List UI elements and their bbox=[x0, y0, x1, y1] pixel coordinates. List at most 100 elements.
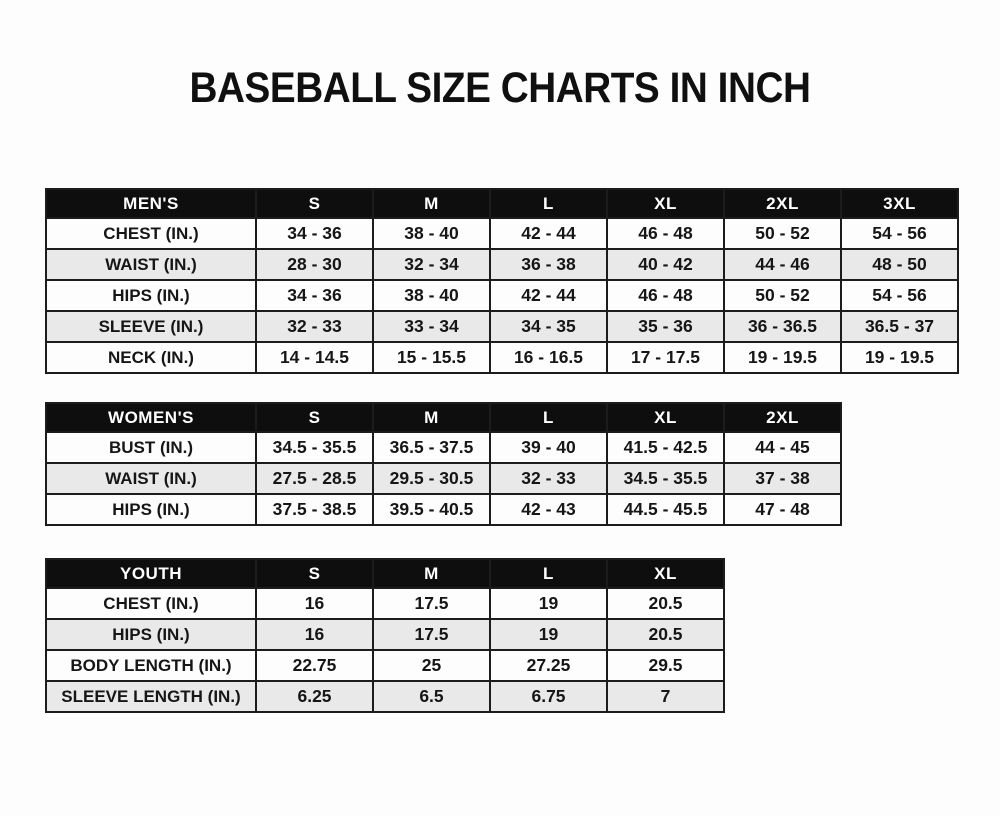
value-cell: 17.5 bbox=[372, 587, 491, 620]
value-cell: 27.5 - 28.5 bbox=[255, 462, 374, 495]
row-label-cell: SLEEVE (IN.) bbox=[45, 310, 257, 343]
value-cell: 40 - 42 bbox=[606, 248, 725, 281]
value-cell: 7 bbox=[606, 680, 725, 713]
row-label-cell: SLEEVE LENGTH (IN.) bbox=[45, 680, 257, 713]
value-cell: 20.5 bbox=[606, 618, 725, 651]
value-cell: 33 - 34 bbox=[372, 310, 491, 343]
header-row: MEN'S S M L XL 2XL 3XL bbox=[45, 188, 959, 219]
table-row: CHEST (IN.) 16 17.5 19 20.5 bbox=[45, 587, 725, 620]
table-title-cell: YOUTH bbox=[45, 558, 257, 589]
column-header-cell: M bbox=[372, 188, 491, 219]
value-cell: 34 - 36 bbox=[255, 279, 374, 312]
value-cell: 19 bbox=[489, 618, 608, 651]
value-cell: 46 - 48 bbox=[606, 217, 725, 250]
table-title-cell: WOMEN'S bbox=[45, 402, 257, 433]
column-header-cell: XL bbox=[606, 558, 725, 589]
value-cell: 6.5 bbox=[372, 680, 491, 713]
value-cell: 46 - 48 bbox=[606, 279, 725, 312]
value-cell: 39 - 40 bbox=[489, 431, 608, 464]
row-label-cell: BUST (IN.) bbox=[45, 431, 257, 464]
value-cell: 19 - 19.5 bbox=[840, 341, 959, 374]
page-title: BASEBALL SIZE CHARTS IN INCH bbox=[189, 64, 811, 112]
value-cell: 20.5 bbox=[606, 587, 725, 620]
table-row: CHEST (IN.) 34 - 36 38 - 40 42 - 44 46 - 48 5… bbox=[45, 217, 959, 250]
table-row: HIPS (IN.) 16 17.5 19 20.5 bbox=[45, 618, 725, 651]
row-label-cell: HIPS (IN.) bbox=[45, 279, 257, 312]
row-label-cell: HIPS (IN.) bbox=[45, 493, 257, 526]
table-row: BODY LENGTH (IN.) 22.75 25 27.25 29.5 bbox=[45, 649, 725, 682]
value-cell: 54 - 56 bbox=[840, 279, 959, 312]
value-cell: 42 - 43 bbox=[489, 493, 608, 526]
value-cell: 36.5 - 37 bbox=[840, 310, 959, 343]
column-header-cell: XL bbox=[606, 402, 725, 433]
table-row: WAIST (IN.) 28 - 30 32 - 34 36 - 38 40 - 42 4… bbox=[45, 248, 959, 281]
value-cell: 25 bbox=[372, 649, 491, 682]
value-cell: 16 bbox=[255, 618, 374, 651]
value-cell: 42 - 44 bbox=[489, 217, 608, 250]
value-cell: 54 - 56 bbox=[840, 217, 959, 250]
value-cell: 32 - 33 bbox=[489, 462, 608, 495]
row-label-cell: CHEST (IN.) bbox=[45, 587, 257, 620]
value-cell: 44 - 46 bbox=[723, 248, 842, 281]
value-cell: 16 bbox=[255, 587, 374, 620]
row-label-cell: NECK (IN.) bbox=[45, 341, 257, 374]
table-title-cell: MEN'S bbox=[45, 188, 257, 219]
table-row: HIPS (IN.) 34 - 36 38 - 40 42 - 44 46 - 48 50… bbox=[45, 279, 959, 312]
value-cell: 34 - 36 bbox=[255, 217, 374, 250]
column-header-cell: 3XL bbox=[840, 188, 959, 219]
row-label-cell: WAIST (IN.) bbox=[45, 248, 257, 281]
column-header-cell: S bbox=[255, 188, 374, 219]
value-cell: 19 bbox=[489, 587, 608, 620]
column-header-cell: L bbox=[489, 402, 608, 433]
value-cell: 36.5 - 37.5 bbox=[372, 431, 491, 464]
value-cell: 27.25 bbox=[489, 649, 608, 682]
value-cell: 17.5 bbox=[372, 618, 491, 651]
value-cell: 32 - 33 bbox=[255, 310, 374, 343]
value-cell: 6.75 bbox=[489, 680, 608, 713]
column-header-cell: 2XL bbox=[723, 188, 842, 219]
table-row: HIPS (IN.) 37.5 - 38.5 39.5 - 40.5 42 - 43 4… bbox=[45, 493, 842, 526]
table-row: NECK (IN.) 14 - 14.5 15 - 15.5 16 - 16.5 17 … bbox=[45, 341, 959, 374]
value-cell: 34.5 - 35.5 bbox=[606, 462, 725, 495]
value-cell: 36 - 36.5 bbox=[723, 310, 842, 343]
header-row: YOUTH S M L XL bbox=[45, 558, 725, 589]
table-row: SLEEVE LENGTH (IN.) 6.25 6.5 6.75 7 bbox=[45, 680, 725, 713]
row-label-cell: WAIST (IN.) bbox=[45, 462, 257, 495]
value-cell: 44.5 - 45.5 bbox=[606, 493, 725, 526]
value-cell: 34 - 35 bbox=[489, 310, 608, 343]
value-cell: 38 - 40 bbox=[372, 217, 491, 250]
value-cell: 37.5 - 38.5 bbox=[255, 493, 374, 526]
value-cell: 29.5 - 30.5 bbox=[372, 462, 491, 495]
row-label-cell: BODY LENGTH (IN.) bbox=[45, 649, 257, 682]
row-label-cell: HIPS (IN.) bbox=[45, 618, 257, 651]
table-row: BUST (IN.) 34.5 - 35.5 36.5 - 37.5 39 - 40 4… bbox=[45, 431, 842, 464]
column-header-cell: 2XL bbox=[723, 402, 842, 433]
womens-size-table: WOMEN'S S M L XL 2XL BUST (IN.) 34.5 - 35.5 36.5… bbox=[45, 402, 842, 526]
column-header-cell: S bbox=[255, 402, 374, 433]
column-header-cell: L bbox=[489, 558, 608, 589]
value-cell: 39.5 - 40.5 bbox=[372, 493, 491, 526]
value-cell: 38 - 40 bbox=[372, 279, 491, 312]
value-cell: 15 - 15.5 bbox=[372, 341, 491, 374]
size-charts-page: BASEBALL SIZE CHARTS IN INCH MEN'S S M L XL 2… bbox=[0, 64, 1000, 713]
value-cell: 14 - 14.5 bbox=[255, 341, 374, 374]
value-cell: 42 - 44 bbox=[489, 279, 608, 312]
value-cell: 34.5 - 35.5 bbox=[255, 431, 374, 464]
column-header-cell: S bbox=[255, 558, 374, 589]
table-row: SLEEVE (IN.) 32 - 33 33 - 34 34 - 35 35 - 36… bbox=[45, 310, 959, 343]
value-cell: 50 - 52 bbox=[723, 279, 842, 312]
column-header-cell: M bbox=[372, 558, 491, 589]
youth-size-table: YOUTH S M L XL CHEST (IN.) 16 17.5 19 20.5 HIPS (I… bbox=[45, 558, 725, 713]
value-cell: 36 - 38 bbox=[489, 248, 608, 281]
value-cell: 16 - 16.5 bbox=[489, 341, 608, 374]
value-cell: 41.5 - 42.5 bbox=[606, 431, 725, 464]
table-row: WAIST (IN.) 27.5 - 28.5 29.5 - 30.5 32 - 33… bbox=[45, 462, 842, 495]
value-cell: 17 - 17.5 bbox=[606, 341, 725, 374]
column-header-cell: M bbox=[372, 402, 491, 433]
value-cell: 37 - 38 bbox=[723, 462, 842, 495]
header-row: WOMEN'S S M L XL 2XL bbox=[45, 402, 842, 433]
column-header-cell: L bbox=[489, 188, 608, 219]
value-cell: 19 - 19.5 bbox=[723, 341, 842, 374]
value-cell: 48 - 50 bbox=[840, 248, 959, 281]
mens-size-table: MEN'S S M L XL 2XL 3XL CHEST (IN.) 34 - 36 38 - 4… bbox=[45, 188, 959, 374]
